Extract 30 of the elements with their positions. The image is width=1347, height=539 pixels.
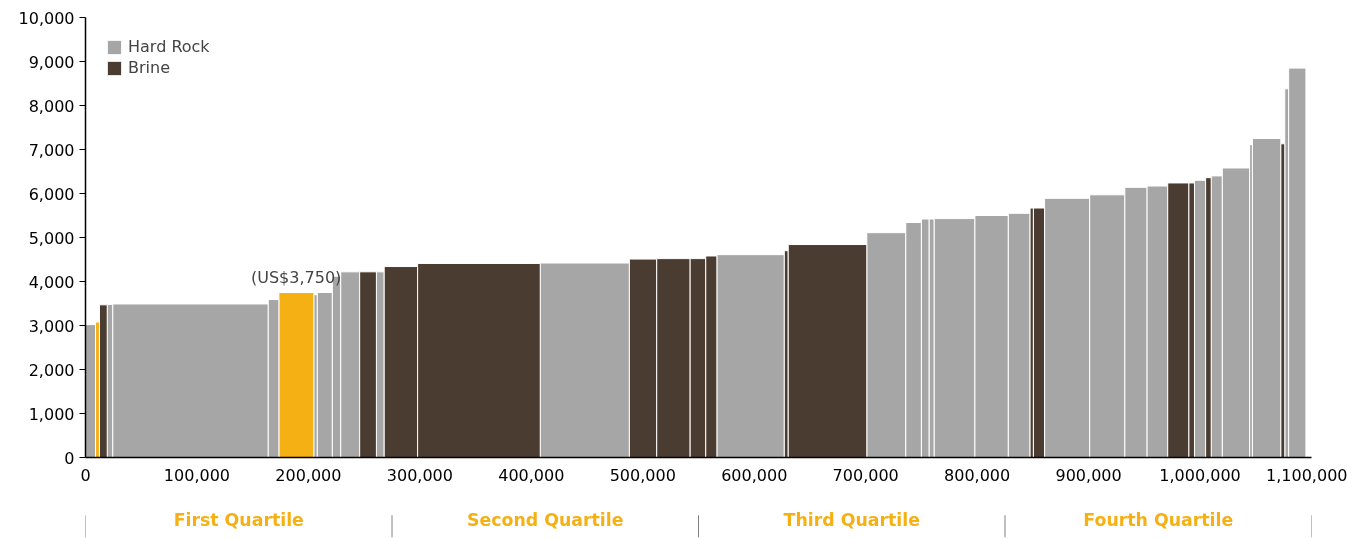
text: Second Quartile [467, 509, 624, 530]
x-tick-label: 500,000 [609, 465, 676, 485]
x-tick-label: 800,000 [944, 465, 1011, 485]
text: First Quartile [173, 509, 304, 530]
x-tick-label: 1,100,000 [1266, 465, 1347, 485]
text: Fourth Quartile [1083, 509, 1234, 530]
y-tick-label: 10,000 [18, 8, 75, 28]
y-tick-label: 0 [64, 448, 75, 468]
x-tick-label: 1,000,000 [1159, 465, 1241, 485]
x-tick-label: 300,000 [386, 465, 453, 485]
y-tick-label: 4,000 [28, 272, 75, 292]
x-tick-label: 400,000 [498, 465, 565, 485]
y-tick-label: 6,000 [28, 184, 75, 204]
x-tick-label: 100,000 [163, 465, 231, 485]
y-tick-label: 8,000 [28, 96, 75, 116]
legend-label: Brine [128, 58, 170, 77]
x-tick-label: 0 [80, 465, 91, 485]
y-tick-label: 5,000 [28, 228, 75, 248]
y-tick-label: 7,000 [28, 140, 75, 160]
legend-label: Hard Rock [128, 37, 210, 56]
x-tick-label: 700,000 [832, 465, 899, 485]
y-tick-label: 3,000 [28, 316, 75, 336]
y-tick-label: 9,000 [28, 52, 75, 72]
x-tick-label: 900,000 [1055, 465, 1122, 485]
x-tick-label: 600,000 [721, 465, 788, 485]
y-tick-label: 1,000 [28, 404, 75, 424]
x-tick-label: 200,000 [275, 465, 342, 485]
text: Third Quartile [783, 509, 920, 530]
y-tick-label: 2,000 [28, 360, 75, 380]
annotation: (US$3,750) [250, 267, 342, 287]
